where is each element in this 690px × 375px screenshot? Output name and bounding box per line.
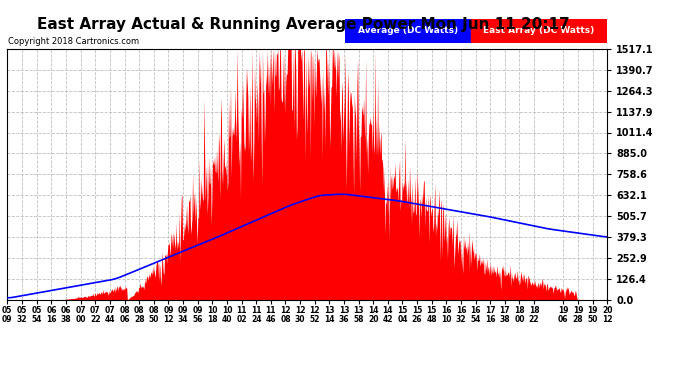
Text: Copyright 2018 Cartronics.com: Copyright 2018 Cartronics.com	[8, 38, 139, 46]
Text: East Array Actual & Running Average Power Mon Jun 11 20:17: East Array Actual & Running Average Powe…	[37, 17, 570, 32]
Text: East Array (DC Watts): East Array (DC Watts)	[484, 26, 595, 36]
Bar	[345, 19, 471, 43]
Text: Average (DC Watts): Average (DC Watts)	[358, 26, 458, 36]
Bar	[471, 19, 607, 43]
